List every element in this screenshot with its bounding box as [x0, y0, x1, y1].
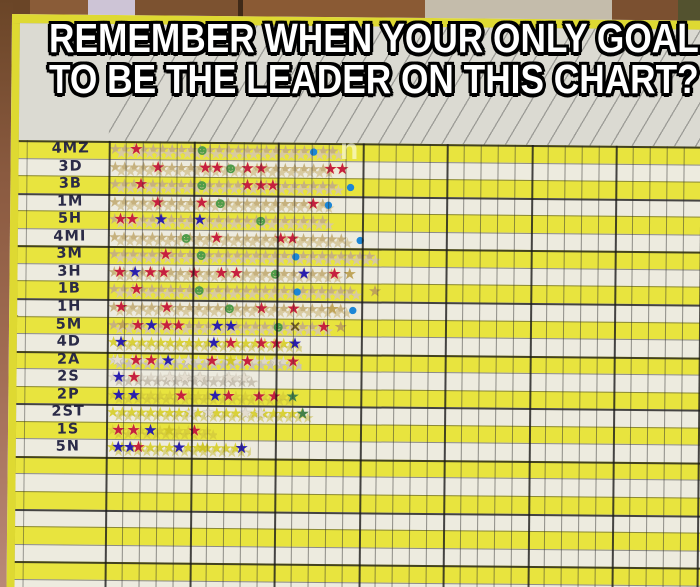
row-label: 1B	[57, 280, 82, 298]
row-label: 5M	[55, 315, 83, 333]
row-label: 1S	[56, 421, 80, 438]
row-label: 2ST	[51, 403, 85, 420]
row-label: 2A	[56, 351, 81, 368]
row-label: 3H	[57, 263, 82, 280]
row-label: 4D	[56, 333, 81, 350]
meme-caption: REMEMBER WHEN YOUR ONLY GOAL WAS TO BE T…	[0, 15, 700, 102]
row-label: 4MI	[53, 228, 87, 245]
watermark: n	[340, 133, 359, 166]
row-label: 3M	[56, 245, 84, 263]
caption-line-2: TO BE THE LEADER ON THIS CHART?	[47, 56, 700, 102]
row-label: 3D	[58, 157, 83, 175]
row-label: 2S	[57, 368, 80, 385]
row-label: 1H	[56, 298, 82, 315]
wood-segment	[238, 0, 243, 30]
row-label: 2P	[56, 386, 80, 403]
row-label: 1M	[56, 193, 84, 210]
row-label: 3B	[58, 175, 83, 192]
row-label: 4MZ	[51, 140, 90, 157]
row-label: 5N	[55, 438, 81, 456]
caption-line-1: REMEMBER WHEN YOUR ONLY GOAL WAS	[47, 15, 700, 61]
row-label: 5H	[57, 210, 83, 227]
